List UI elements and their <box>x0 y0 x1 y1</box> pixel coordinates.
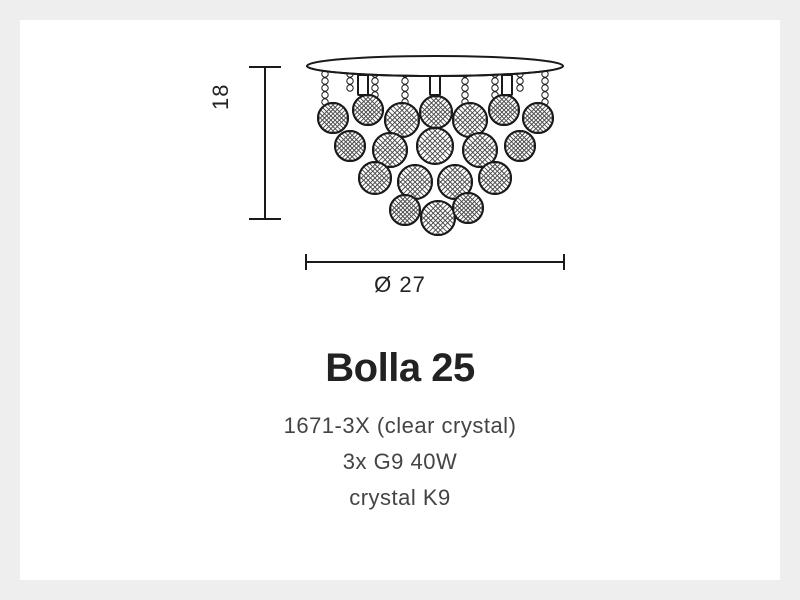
technical-diagram: 18 Ø 27 <box>190 48 610 328</box>
product-title: Bolla 25 <box>325 346 474 391</box>
dimension-diameter-label: Ø 27 <box>190 272 610 298</box>
spec-card: 18 Ø 27 Bolla 25 1671-3X (clear crystal)… <box>20 20 780 580</box>
spec-bulbs: 3x G9 40W <box>343 449 458 475</box>
spec-model: 1671-3X (clear crystal) <box>284 413 517 439</box>
dimension-height-label: 18 <box>208 84 234 110</box>
spec-material: crystal K9 <box>349 485 451 511</box>
